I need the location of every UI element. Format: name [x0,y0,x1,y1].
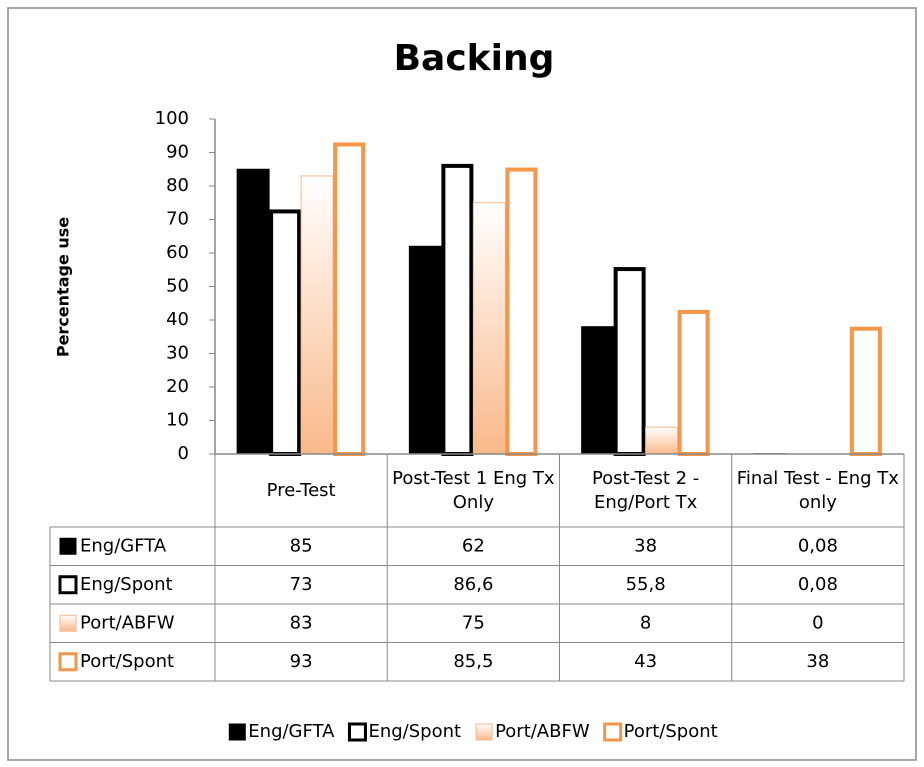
data-label: 38 [806,651,829,672]
bar [441,163,474,456]
legend-key [475,723,493,741]
bar [613,267,646,456]
data-label: 0,08 [798,535,838,556]
series-name: Eng/Spont [80,574,173,595]
legend-key [59,614,77,632]
data-label: 86,6 [453,574,493,595]
legend: Eng/GFTA Eng/Spont Port/ABFW Port/Spont [228,721,718,742]
bar [300,175,334,455]
data-label: 85,5 [453,651,493,672]
y-tick-label: 100 [155,108,189,129]
legend-key [228,723,246,741]
legend-key [58,575,78,595]
bar [505,167,538,456]
y-tick-label: 70 [166,209,189,230]
legend-label: Port/ABFW [495,721,590,742]
data-label: 75 [462,612,485,633]
bar [581,326,615,455]
data-label: 43 [634,651,657,672]
x-tick-label: Final Test - Eng Tx only [736,467,899,513]
x-tick-label-box: Pre-Test [266,479,336,501]
legend-key [58,652,78,672]
bar [645,426,679,455]
bar [849,326,882,457]
y-tick-label: 60 [166,242,189,263]
x-tick-label: Post-Test 1 Eng Tx Only [392,467,555,513]
x-tick-label-box: Post-Test 1 Eng Tx Only [392,467,555,513]
data-label: 0 [812,612,823,633]
data-label: 8 [640,612,651,633]
series-name: Port/Spont [80,651,174,672]
legend-label: Eng/GFTA [248,721,335,742]
data-label: 0,08 [798,574,838,595]
legend-key [347,722,367,742]
x-tick-label-box: Post-Test 2 - Eng/Port Tx [591,467,700,513]
bar [269,209,302,456]
series-name: Port/ABFW [80,612,175,633]
x-tick-label: Post-Test 2 - Eng/Port Tx [591,467,700,513]
y-tick-label: 80 [166,175,189,196]
y-axis-label: Percentage use [54,217,73,357]
x-tick-label: Pre-Test [266,479,336,501]
y-tick-label: 30 [166,343,189,364]
legend-key [59,537,77,555]
y-tick-label: 40 [166,309,189,330]
bar [408,245,442,455]
series-name: Eng/GFTA [80,535,167,556]
data-label: 62 [462,535,485,556]
x-tick-label-box: Final Test - Eng Tx only [736,467,899,513]
legend-label: Eng/Spont [368,721,461,742]
legend-label: Port/Spont [624,721,718,742]
legend-key [603,722,623,742]
y-tick-label: 0 [178,443,189,464]
bar [236,168,270,455]
y-tick-label: 90 [166,142,189,163]
data-label: 55,8 [626,574,666,595]
bar [472,202,506,455]
data-label: 73 [290,574,313,595]
data-label: 85 [290,535,313,556]
y-tick-label: 20 [166,376,189,397]
bar [333,142,366,456]
bar [677,309,710,457]
y-tick-label: 50 [166,276,189,297]
data-label: 38 [634,535,657,556]
data-label: 93 [290,651,313,672]
chart-title: Backing [394,38,555,79]
data-label: 83 [290,612,313,633]
y-tick-label: 10 [166,410,189,431]
